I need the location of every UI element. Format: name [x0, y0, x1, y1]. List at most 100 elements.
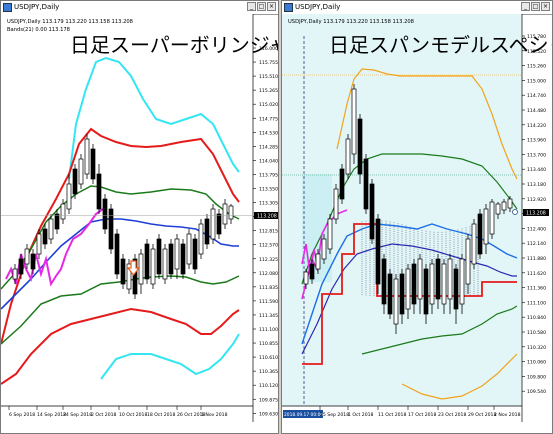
price-axis-label: 112.920 [527, 197, 546, 203]
candle-body [405, 268, 411, 310]
candle-body [60, 203, 66, 220]
price-axis-label: 115.780 [527, 34, 546, 40]
candle-body [411, 263, 417, 305]
candle-body [369, 183, 375, 240]
candle-body [54, 213, 60, 230]
current-price-tag [523, 209, 549, 216]
candle-body [477, 213, 483, 255]
price-axis-label: 111.880 [527, 256, 546, 262]
date-axis-label: 26 Oct 2018 [177, 412, 205, 418]
minimize-button[interactable]: _ [521, 2, 530, 11]
minimize-button[interactable]: _ [247, 2, 256, 11]
price-axis-label: 115.510 [259, 74, 278, 80]
candle-body [72, 168, 78, 195]
candle-body [351, 88, 357, 155]
price-axis-label: 114.220 [527, 123, 546, 129]
band-minus-3sigma [100, 333, 240, 380]
candle-body [108, 208, 114, 250]
candle-body [192, 238, 198, 270]
price-axis-label: 114.285 [259, 144, 278, 150]
band-plus-2sigma [1, 127, 240, 345]
chart-overlay-title: 日足スーパーボリンジャー [70, 33, 279, 57]
price-axis-label: 111.590 [259, 299, 278, 305]
candle-body [120, 258, 126, 285]
super-bollinger-chart[interactable]: USDJPY,Daily 113.179 113.220 113.158 113… [1, 14, 279, 434]
candle-body [216, 213, 222, 235]
price-axis-label: 112.815 [259, 229, 278, 235]
price-axis-label: 113.550 [259, 187, 278, 193]
date-axis-label: 10 Oct 2018 [119, 412, 147, 418]
price-axis-label: 111.100 [259, 327, 278, 333]
span-navy-line [301, 243, 517, 355]
price-axis-label: 113.305 [259, 201, 278, 207]
price-axis-label: 111.360 [527, 286, 546, 292]
candle-body [399, 273, 405, 315]
close-button[interactable]: × [267, 2, 276, 11]
chart-window-span-model[interactable]: USDJPY,Daily _ □ × USDJPY,Daily 113.179 … [281, 0, 553, 434]
date-axis-label: 1 Oct 2018 [348, 412, 374, 418]
price-axis-label: 111.100 [527, 300, 546, 306]
date-axis-label: 23 Oct 2018 [438, 412, 466, 418]
maximize-button[interactable]: □ [257, 2, 266, 11]
candle-body [501, 201, 507, 211]
candle-body [36, 233, 42, 255]
candle-body [30, 253, 36, 270]
candle-body [375, 218, 381, 285]
date-axis-label: 1 Nov 2018 [201, 412, 228, 418]
price-axis-label: 110.320 [527, 345, 546, 351]
price-axis-label: 113.960 [527, 138, 546, 144]
date-axis-label: 11 Oct 2018 [378, 412, 406, 418]
candle-body [102, 198, 108, 230]
candle-body [423, 268, 429, 315]
price-axis-label: 115.020 [259, 102, 278, 108]
candle-body [363, 158, 369, 210]
price-axis-label: 113.795 [259, 172, 278, 178]
candle-body [495, 203, 501, 215]
candle-body [12, 268, 18, 280]
candle-body [339, 168, 345, 200]
candle-body [447, 258, 453, 300]
window-title: USDJPY,Daily [14, 3, 60, 11]
span-model-chart[interactable]: USDJPY,Daily 113.179 113.220 113.158 113… [282, 14, 553, 434]
price-axis-label: 114.775 [259, 116, 278, 122]
price-axis-label: 110.855 [259, 341, 278, 347]
candle-body [18, 258, 24, 275]
price-axis-label: 109.540 [527, 389, 546, 395]
candle-body [162, 248, 168, 280]
chart-header-line: USDJPY,Daily 113.179 113.220 113.158 113… [288, 19, 414, 25]
current-price-label: 113.208 [526, 211, 546, 217]
candle-body [138, 253, 144, 285]
date-axis-label: 29 Oct 2018 [468, 412, 496, 418]
span-band-upper-green [301, 153, 518, 285]
candle-body [489, 201, 495, 235]
candle-body [303, 271, 309, 285]
price-axis-label: 110.060 [527, 360, 546, 366]
candle-body [186, 233, 192, 265]
candle-body [471, 223, 477, 265]
current-price-label: 113.208 [257, 214, 277, 220]
chart-window-super-bollinger[interactable]: USDJPY,Daily _ □ × USDJPY,Daily 113.179 … [0, 0, 279, 434]
price-axis-label: 110.610 [259, 355, 278, 361]
candle-body [345, 138, 351, 175]
candle-body [198, 223, 204, 255]
arrow-down-icon [126, 260, 141, 276]
candle-body [507, 198, 513, 209]
maximize-button[interactable]: □ [531, 2, 540, 11]
window-titlebar[interactable]: USDJPY,Daily _ □ × [1, 1, 278, 15]
price-axis-label: 110.365 [259, 369, 278, 375]
candle-body [315, 253, 321, 270]
window-titlebar[interactable]: USDJPY,Daily _ □ × [282, 1, 552, 15]
candle-body [156, 238, 162, 275]
price-axis-label: 115.000 [527, 78, 546, 84]
price-axis-label: 112.400 [527, 226, 546, 232]
candle-body [333, 188, 339, 220]
candle-body [204, 218, 210, 245]
price-axis-label: 114.740 [527, 93, 546, 99]
window-title: USDJPY,Daily [295, 3, 341, 11]
date-axis-label: 2 Oct 2018 [91, 412, 117, 418]
band-minus-2sigma [1, 307, 240, 385]
candle-body [441, 263, 447, 305]
price-axis-label: 115.755 [259, 60, 278, 66]
close-button[interactable]: × [541, 2, 550, 11]
price-axis-label: 115.260 [527, 64, 546, 70]
